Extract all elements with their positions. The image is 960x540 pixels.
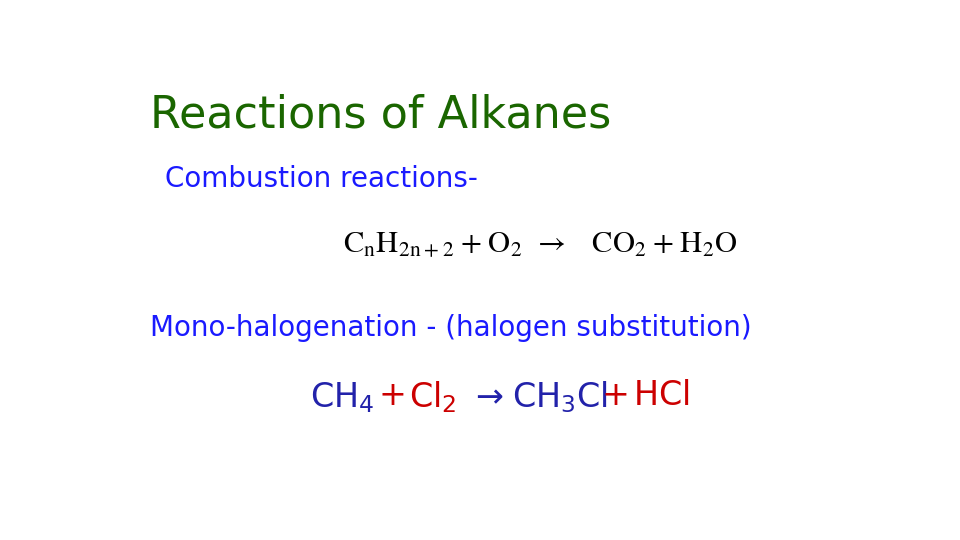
Text: Combustion reactions-: Combustion reactions- bbox=[165, 165, 477, 193]
Text: $\mathrm{CH_4}$: $\mathrm{CH_4}$ bbox=[310, 380, 374, 415]
Text: Reactions of Alkanes: Reactions of Alkanes bbox=[150, 94, 611, 137]
Text: $\mathrm{+}$: $\mathrm{+}$ bbox=[378, 383, 404, 412]
Text: Mono-halogenation - (halogen substitution): Mono-halogenation - (halogen substitutio… bbox=[150, 314, 752, 342]
Text: $\rightarrow$: $\rightarrow$ bbox=[468, 383, 504, 412]
Text: $\mathrm{+}$: $\mathrm{+}$ bbox=[601, 383, 628, 412]
Text: $\mathrm{CH_3Cl}$: $\mathrm{CH_3Cl}$ bbox=[512, 380, 608, 415]
Text: $\mathrm{Cl_2}$: $\mathrm{Cl_2}$ bbox=[409, 380, 457, 415]
Text: $\mathrm{HCl}$: $\mathrm{HCl}$ bbox=[633, 382, 689, 413]
Text: $\mathregular{C_nH_{2n+2} + O_2\ \rightarrow\ \ CO_2 + H_2O}$: $\mathregular{C_nH_{2n+2} + O_2\ \righta… bbox=[344, 231, 737, 260]
